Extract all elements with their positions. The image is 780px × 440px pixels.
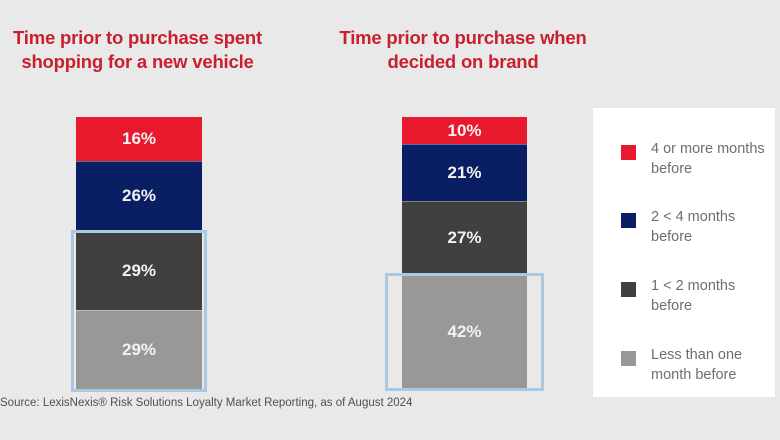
legend: 4 or more months before 2 < 4 months bef… bbox=[593, 108, 775, 397]
legend-swatch-red bbox=[621, 145, 636, 160]
segment-4-plus-months: 10% bbox=[402, 117, 527, 145]
segment-1-to-2-months: 29% bbox=[76, 231, 202, 311]
legend-label: 2 < 4 months before bbox=[651, 209, 736, 245]
chart-title-brand-decision: Time prior to purchase when decided on b… bbox=[339, 27, 587, 72]
data-label: 10% bbox=[447, 120, 482, 140]
segment-under-1-month: 42% bbox=[402, 274, 527, 388]
data-label: 29% bbox=[121, 340, 157, 360]
data-label: 42% bbox=[447, 321, 482, 341]
segment-4-plus-months: 16% bbox=[76, 117, 202, 161]
legend-swatch-navy bbox=[621, 213, 636, 228]
legend-label: 4 or more months before bbox=[651, 141, 765, 177]
source-note: Source: LexisNexis® Risk Solutions Loyal… bbox=[0, 397, 413, 409]
segment-2-to-4-months: 21% bbox=[402, 144, 527, 201]
segment-1-to-2-months: 27% bbox=[402, 201, 527, 275]
segment-2-to-4-months: 26% bbox=[76, 160, 202, 232]
legend-label: Less than one month before bbox=[651, 347, 743, 383]
data-label: 29% bbox=[121, 261, 157, 281]
data-label: 26% bbox=[121, 186, 157, 206]
data-label: 16% bbox=[121, 128, 157, 148]
data-label: 21% bbox=[447, 163, 482, 183]
segment-under-1-month: 29% bbox=[76, 310, 202, 389]
legend-label: 1 < 2 months before bbox=[651, 278, 736, 314]
chart-title-shopping-time: Time prior to purchase spent shopping fo… bbox=[12, 27, 262, 72]
legend-swatch-dark-gray bbox=[621, 282, 636, 297]
legend-swatch-light-gray bbox=[621, 351, 636, 366]
data-label: 27% bbox=[447, 228, 482, 248]
